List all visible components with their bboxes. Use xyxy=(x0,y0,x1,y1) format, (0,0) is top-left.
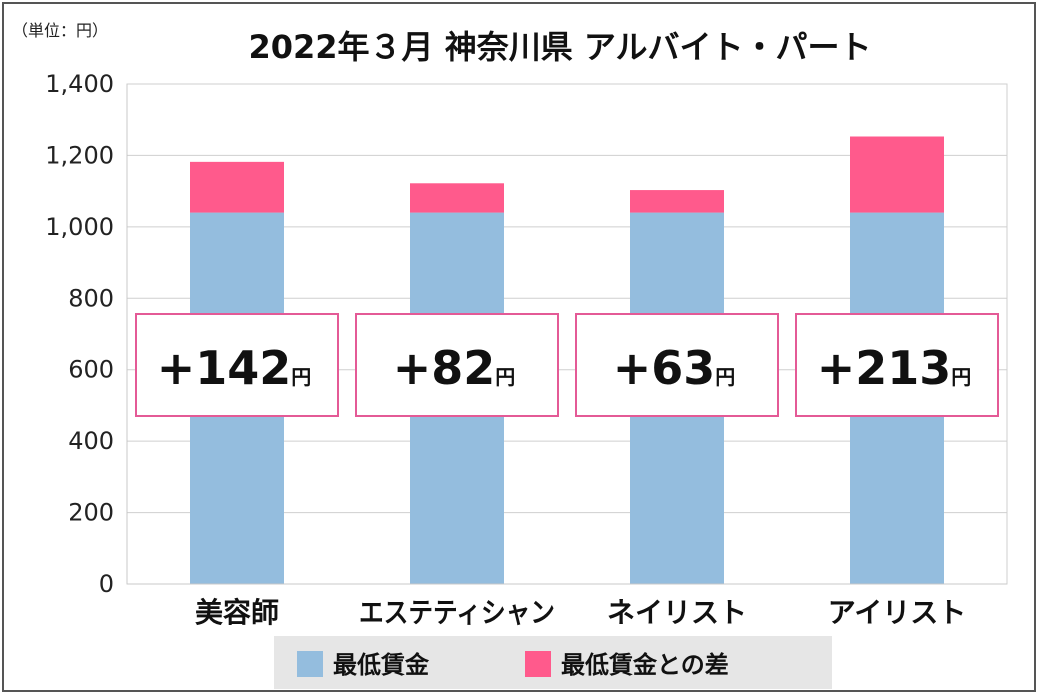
difference-value: 63 xyxy=(651,341,715,395)
difference-annotation: +63円 xyxy=(575,313,779,417)
legend-label-minimum-wage-difference: 最低賃金との差 xyxy=(561,651,729,679)
axes: 0 200 400 600 800 1,000 1,200 1,400 美容師 エステティシャン ネ… xyxy=(45,70,1007,629)
chart-title: 2022年３月 神奈川県 アルバイト・パート xyxy=(248,28,871,66)
x-tick-label: アイリスト xyxy=(828,596,967,629)
difference-label: +82円 xyxy=(393,341,516,395)
unit-label: （単位：円） xyxy=(12,21,108,40)
y-tick-label: 200 xyxy=(68,499,114,527)
difference-annotation: +82円 xyxy=(355,313,559,417)
bar-annotations: +142円 +82円 +63円 +213円 xyxy=(135,313,999,417)
bar-segment-minimum-wage-difference xyxy=(850,136,944,213)
y-tick-label: 400 xyxy=(68,427,114,455)
difference-box xyxy=(795,313,999,417)
legend-swatch-minimum-wage xyxy=(297,651,323,677)
difference-unit: 円 xyxy=(495,365,515,389)
y-tick-label: 1,400 xyxy=(45,70,114,98)
bar-segment-minimum-wage-difference xyxy=(630,190,724,213)
difference-value: 213 xyxy=(855,341,951,395)
y-tick-label: 600 xyxy=(68,356,114,384)
difference-unit: 円 xyxy=(291,365,311,389)
difference-sign: + xyxy=(817,341,856,395)
y-tick-label: 800 xyxy=(68,284,114,312)
x-tick-label: 美容師 xyxy=(195,596,279,629)
difference-unit: 円 xyxy=(715,365,735,389)
x-tick-label: エステティシャン xyxy=(359,596,555,629)
legend-swatch-minimum-wage-difference xyxy=(525,651,551,677)
difference-box xyxy=(135,313,339,417)
y-tick-label: 1,200 xyxy=(45,141,114,169)
difference-value: 82 xyxy=(431,341,495,395)
bar-segment-minimum-wage-difference xyxy=(410,183,504,213)
y-tick-label: 1,000 xyxy=(45,213,114,241)
legend-label-minimum-wage: 最低賃金 xyxy=(333,651,430,679)
difference-box xyxy=(575,313,779,417)
difference-label: +63円 xyxy=(613,341,736,395)
difference-sign: + xyxy=(157,341,196,395)
legend-background xyxy=(274,636,832,689)
difference-sign: + xyxy=(613,341,652,395)
difference-box xyxy=(355,313,559,417)
difference-label: +213円 xyxy=(817,341,972,395)
legend: 最低賃金 最低賃金との差 xyxy=(274,636,832,689)
difference-annotation: +213円 xyxy=(795,313,999,417)
y-tick-label: 0 xyxy=(99,570,114,598)
difference-label: +142円 xyxy=(157,341,312,395)
difference-sign: + xyxy=(393,341,432,395)
difference-annotation: +142円 xyxy=(135,313,339,417)
bar-segment-minimum-wage-difference xyxy=(190,161,284,213)
difference-value: 142 xyxy=(195,341,291,395)
difference-unit: 円 xyxy=(951,365,971,389)
x-tick-label: ネイリスト xyxy=(607,596,747,629)
